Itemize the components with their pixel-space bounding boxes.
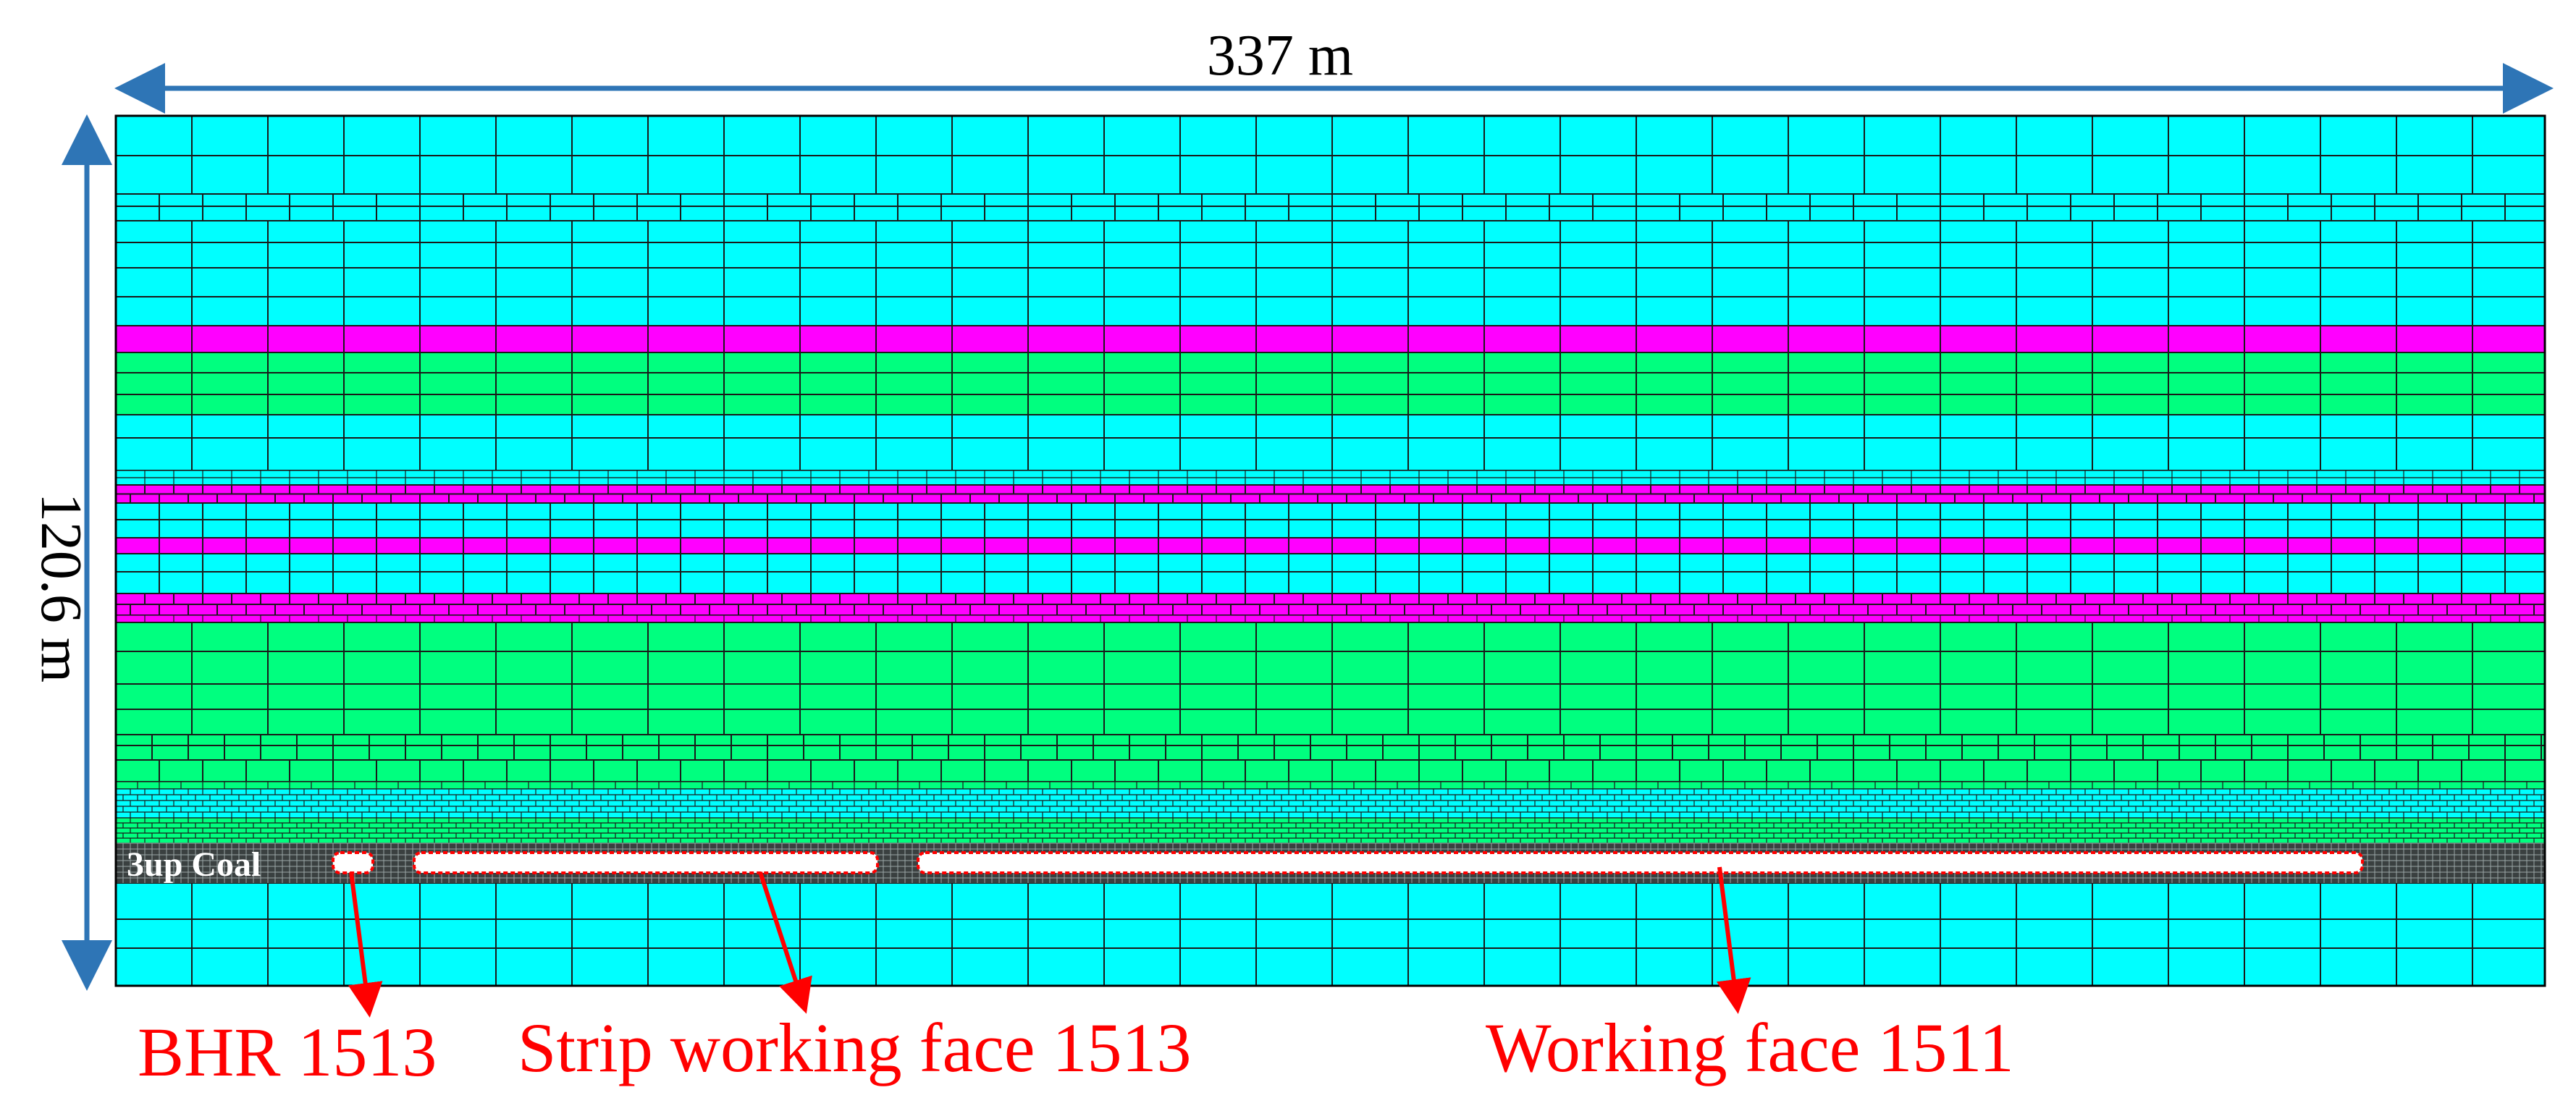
block-joints	[116, 709, 2545, 735]
block-joints	[116, 788, 2545, 819]
strata-layer	[116, 206, 2545, 221]
strata-layer	[116, 651, 2545, 684]
strata-layer	[116, 352, 2545, 373]
block-joints	[116, 484, 2545, 504]
bhr-label: BHR 1513	[138, 1013, 437, 1091]
block-joints	[116, 220, 2545, 243]
block-joints	[116, 918, 2545, 949]
block-joints	[116, 437, 2545, 471]
block-joints	[116, 352, 2545, 373]
cavity-bhr-1513	[332, 851, 374, 874]
strata-layer	[116, 438, 2545, 470]
strata-layer	[116, 760, 2545, 782]
strata-layer	[116, 735, 2545, 745]
strata-layer	[116, 394, 2545, 415]
height-dimension-label: 120.6 m	[29, 493, 93, 683]
block-joints	[116, 781, 2545, 790]
cavity-working-face-1511	[917, 851, 2364, 874]
block-joints	[116, 242, 2545, 269]
block-joints	[116, 519, 2545, 538]
strata-layer	[116, 415, 2545, 438]
block-joints	[116, 477, 2545, 486]
strata-layer	[116, 470, 2545, 478]
working-face-arrow	[1716, 866, 1751, 1014]
strata-layer	[116, 503, 2545, 520]
block-joints	[116, 734, 2545, 746]
working-face-label: Working face 1511	[1486, 1009, 2014, 1086]
model-border	[114, 114, 2546, 987]
block-joints	[116, 372, 2545, 395]
strata-layer	[116, 572, 2545, 593]
block-joints	[116, 593, 2545, 616]
block-joints	[116, 537, 2545, 554]
block-joints	[116, 759, 2545, 782]
width-dimension: 337 m	[114, 24, 2554, 114]
block-joints	[116, 414, 2545, 439]
block-joints	[116, 683, 2545, 710]
block-joints	[116, 267, 2545, 297]
strata-layer	[116, 818, 2545, 843]
strata-layer	[116, 116, 2545, 156]
strata-layer	[116, 948, 2545, 986]
block-joints	[116, 651, 2545, 685]
strata-layer	[116, 268, 2545, 297]
strata-layer	[116, 789, 2545, 818]
strata-layer	[116, 520, 2545, 538]
strata-layer	[116, 554, 2545, 572]
block-joints	[116, 622, 2545, 652]
strata-layer	[116, 919, 2545, 948]
strata-layer	[116, 156, 2545, 194]
height-dimension: 120.6 m	[29, 114, 112, 991]
strata-layer	[116, 615, 2545, 622]
block-joints	[116, 571, 2545, 594]
cavity-strip-working-face-1513	[413, 851, 879, 874]
block-joints	[116, 193, 2545, 207]
strata-layer	[116, 194, 2545, 206]
coal-seam-label: 3up Coal	[127, 845, 261, 884]
block-joints	[116, 553, 2545, 573]
block-joints	[116, 817, 2545, 844]
block-joints	[116, 947, 2545, 987]
strata-layer	[116, 782, 2545, 789]
strip-arrow	[758, 871, 812, 1014]
block-joints	[116, 206, 2545, 221]
strata-layer	[116, 538, 2545, 554]
bhr-arrow	[348, 871, 383, 1018]
strata-layer	[116, 297, 2545, 326]
strata-layer	[116, 684, 2545, 709]
strata-layer	[116, 242, 2545, 268]
block-joints	[116, 745, 2545, 761]
strata-layer	[116, 326, 2545, 352]
strata-layer	[116, 622, 2545, 651]
block-joints	[116, 394, 2545, 415]
strip-label: Strip working face 1513	[518, 1009, 1191, 1086]
annotation-arrows	[348, 866, 1751, 1018]
strata-layer	[116, 745, 2545, 760]
strata-layer	[116, 709, 2545, 735]
strata-layer	[116, 478, 2545, 485]
rock-strata-model	[114, 114, 2546, 987]
width-dimension-label: 337 m	[1207, 24, 1353, 88]
strata-layer	[116, 883, 2545, 919]
block-joints	[116, 614, 2545, 623]
strata-layer	[116, 373, 2545, 394]
block-joints	[116, 502, 2545, 520]
block-joints	[116, 296, 2545, 326]
block-joints	[116, 470, 2545, 478]
block-joints	[116, 325, 2545, 353]
block-joints	[116, 155, 2545, 195]
strata-layer	[116, 221, 2545, 242]
